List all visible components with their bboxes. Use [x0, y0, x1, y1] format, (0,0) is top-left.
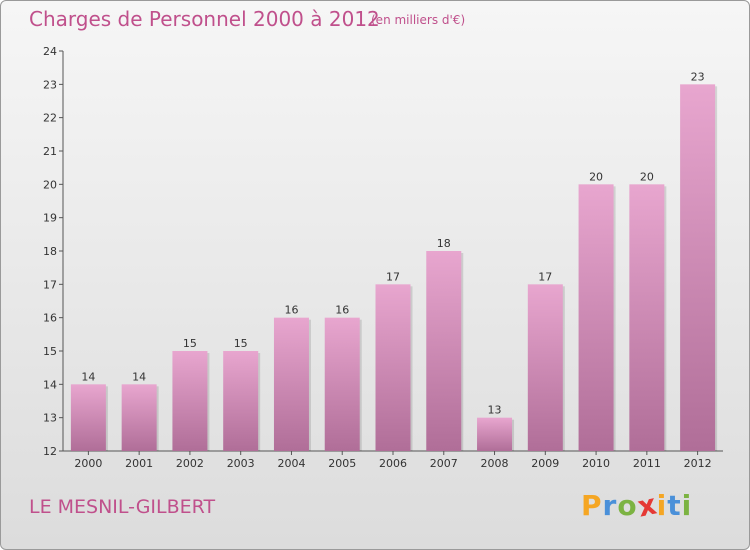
bar-value-label: 20 — [589, 170, 603, 183]
bar[interactable] — [70, 384, 106, 451]
bar-value-label: 15 — [234, 337, 248, 350]
y-tick-label: 15 — [43, 345, 57, 358]
chart-subtitle: (en milliers d'€) — [371, 13, 466, 27]
bar-value-label: 18 — [437, 237, 451, 250]
x-tick-label: 2012 — [684, 457, 712, 470]
y-tick-label: 13 — [43, 412, 57, 425]
x-tick-label: 2010 — [582, 457, 610, 470]
x-tick-label: 2007 — [430, 457, 458, 470]
y-tick-label: 20 — [43, 178, 57, 191]
bar[interactable] — [527, 284, 563, 451]
x-tick-label: 2009 — [531, 457, 559, 470]
y-tick-label: 24 — [43, 45, 57, 58]
y-tick-label: 19 — [43, 212, 57, 225]
x-tick-label: 2008 — [481, 457, 509, 470]
bar[interactable] — [273, 317, 309, 451]
x-tick-label: 2000 — [74, 457, 102, 470]
x-tick-label: 2011 — [633, 457, 661, 470]
y-tick-label: 22 — [43, 112, 57, 125]
bar-value-label: 14 — [132, 370, 146, 383]
logo-letter: i — [656, 489, 668, 522]
chart-title: Charges de Personnel 2000 à 2012 — [29, 7, 380, 31]
bar-value-label: 16 — [284, 304, 298, 317]
bar[interactable] — [477, 417, 513, 451]
y-tick-label: 16 — [43, 312, 57, 325]
logo-letter: i — [681, 489, 693, 522]
bar-value-label: 23 — [691, 70, 705, 83]
bar[interactable] — [426, 251, 462, 451]
bar[interactable] — [578, 184, 614, 452]
bar[interactable] — [680, 84, 716, 451]
bar-value-label: 17 — [386, 270, 400, 283]
logo-letter: t — [667, 489, 682, 522]
y-tick-label: 17 — [43, 278, 57, 291]
bar[interactable] — [223, 351, 259, 451]
x-tick-label: 2005 — [328, 457, 356, 470]
bar-value-label: 14 — [81, 370, 95, 383]
x-tick-label: 2003 — [227, 457, 255, 470]
bar-value-label: 20 — [640, 170, 654, 183]
x-tick-label: 2002 — [176, 457, 204, 470]
bar[interactable] — [629, 184, 665, 452]
commune-name: LE MESNIL-GILBERT — [29, 496, 216, 518]
bar-value-label: 17 — [538, 270, 552, 283]
y-tick-label: 12 — [43, 445, 57, 458]
bar[interactable] — [172, 351, 208, 451]
logo-letter: P — [581, 489, 603, 522]
bar-value-label: 16 — [335, 304, 349, 317]
x-tick-label: 2006 — [379, 457, 407, 470]
bar[interactable] — [324, 317, 360, 451]
logo-letter: o — [617, 489, 638, 522]
logo-letter: r — [602, 489, 618, 522]
bar-value-label: 15 — [183, 337, 197, 350]
x-tick-label: 2001 — [125, 457, 153, 470]
y-tick-label: 23 — [43, 78, 57, 91]
bar[interactable] — [121, 384, 157, 451]
y-tick-label: 21 — [43, 145, 57, 158]
x-tick-label: 2004 — [277, 457, 305, 470]
bar-value-label: 13 — [488, 404, 502, 417]
y-tick-label: 18 — [43, 245, 57, 258]
proxiti-logo[interactable]: Proxiti — [581, 487, 693, 523]
y-tick-label: 14 — [43, 378, 57, 391]
bar[interactable] — [375, 284, 411, 451]
